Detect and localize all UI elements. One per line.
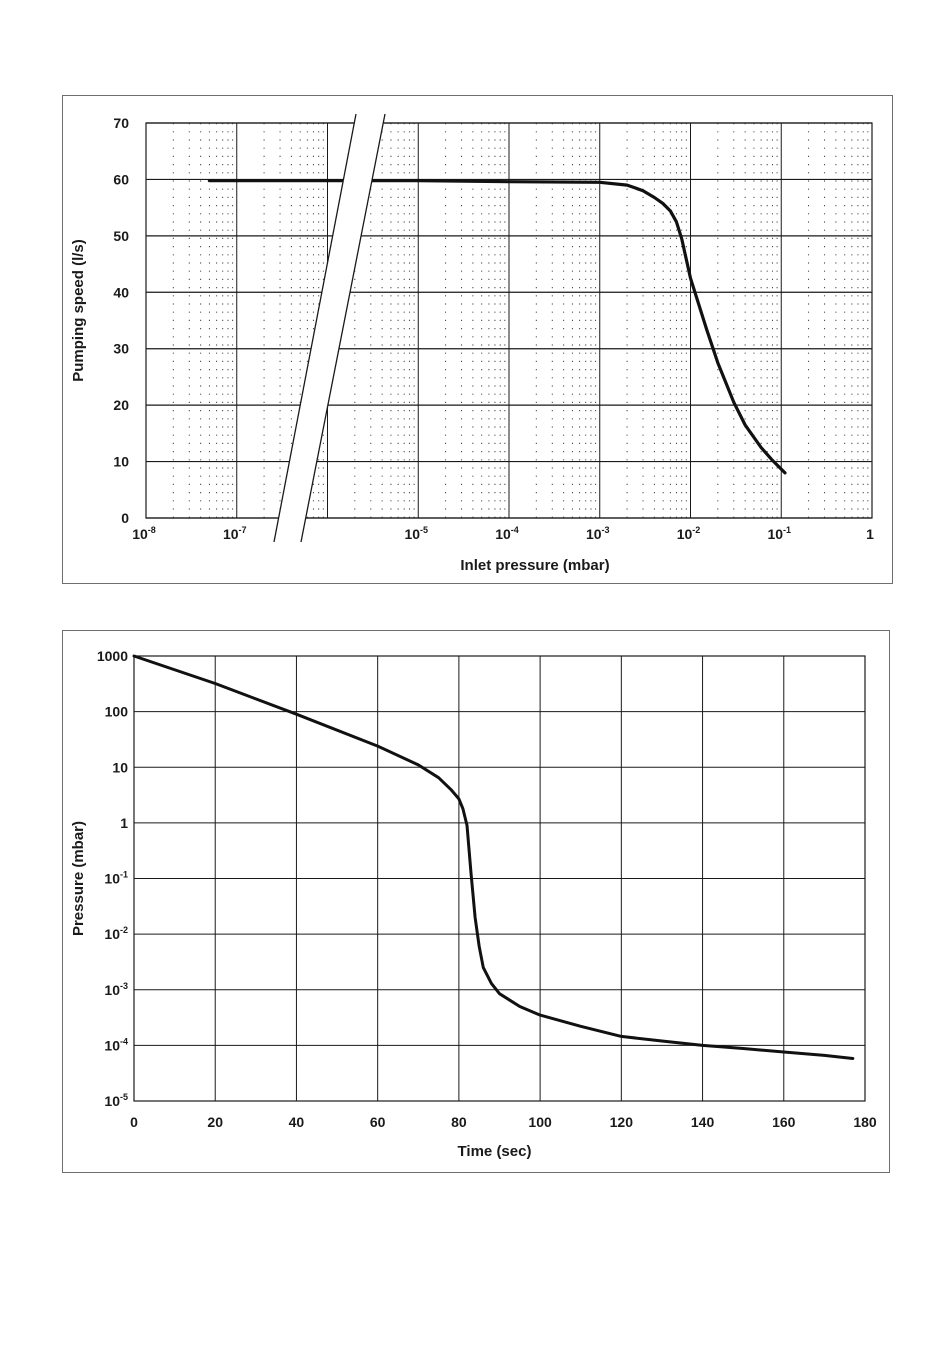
axis-break-left-edge — [273, 113, 357, 543]
x-tick-label: 160 — [772, 1114, 796, 1130]
pressure-curve — [132, 654, 855, 1060]
plot-area — [132, 654, 866, 1102]
y-tick-label: 60 — [113, 171, 129, 187]
y-tick-label: 10-2 — [104, 925, 128, 942]
plot-frame — [145, 122, 873, 519]
x-tick-label: 180 — [853, 1114, 877, 1130]
y-tick-label: 30 — [113, 341, 129, 357]
axis-break-band — [274, 114, 385, 542]
pressure-time-chart-panel: 0 20 40 60 80 100 120 140 160 180 1000 100 10 1 10-1 10… — [62, 630, 890, 1173]
x-tick-label: 10-7 — [223, 525, 247, 542]
x-tick-label: 10-2 — [677, 525, 701, 542]
pumping-speed-chart-panel: 10-8 10-7 10-5 10-4 10-3 10-2 10-1 1 0 10 20 30 40 50… — [62, 95, 893, 584]
y-tick-label: 10 — [113, 454, 129, 470]
pumping-speed-chart: 10-8 10-7 10-5 10-4 10-3 10-2 10-1 101020304050… — [70, 113, 874, 574]
x-tick-label: 60 — [370, 1114, 386, 1130]
y-tick-label: 100 — [105, 704, 129, 720]
x-axis-title: Inlet pressure (mbar) — [460, 557, 609, 574]
x-tick-label: 40 — [289, 1114, 305, 1130]
x-tick-label: 10-4 — [495, 525, 519, 542]
y-tick-label: 40 — [113, 284, 129, 300]
y-tick-label: 10-1 — [104, 870, 128, 887]
x-tick-label: 120 — [610, 1114, 634, 1130]
y-tick-label: 10-3 — [104, 981, 128, 998]
axis-break — [273, 113, 386, 543]
y-tick-label: 1000 — [97, 648, 128, 664]
x-tick-label: 10-3 — [586, 525, 610, 542]
x-tick-label: 10-5 — [404, 525, 428, 542]
y-tick-label: 10-4 — [104, 1036, 128, 1053]
plot-frame — [133, 655, 866, 1102]
y-tick-label: 1 — [120, 815, 128, 831]
pumping-speed-curve — [207, 179, 787, 475]
x-tick-label: 80 — [451, 1114, 467, 1130]
y-axis-title: Pumping speed (l/s) — [70, 239, 87, 382]
y-tick-label: 20 — [113, 397, 129, 413]
y-axis-title: Pressure (mbar) — [70, 821, 87, 936]
y-tick-label: 10 — [112, 759, 128, 775]
x-tick-label: 100 — [528, 1114, 552, 1130]
y-tick-label: 70 — [113, 115, 129, 131]
axis-break-right-edge — [300, 113, 386, 543]
x-axis-title: Time (sec) — [458, 1143, 532, 1160]
x-tick-label: 140 — [691, 1114, 715, 1130]
plot-area — [145, 122, 873, 519]
x-tick-label: 10-1 — [767, 525, 791, 542]
y-tick-label: 50 — [113, 228, 129, 244]
x-tick-label: 10-8 — [132, 525, 156, 542]
y-tick-label: 0 — [121, 510, 129, 526]
x-tick-label: 1 — [866, 526, 874, 542]
x-tick-label: 0 — [130, 1114, 138, 1130]
y-tick-label: 10-5 — [104, 1092, 128, 1109]
pressure-time-chart: 0 20 40 60 80 100 120 140 160 180 1000 100 10 1 10-1 10… — [70, 648, 877, 1160]
x-tick-label: 20 — [207, 1114, 223, 1130]
